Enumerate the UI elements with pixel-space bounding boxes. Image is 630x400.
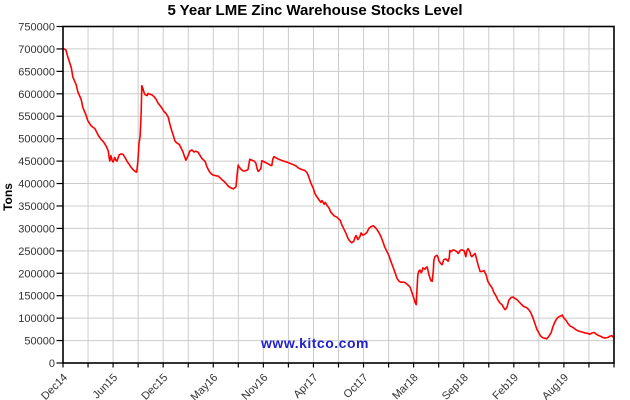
y-tick-label: 250000: [18, 246, 55, 258]
y-tick-label: 700000: [18, 44, 55, 56]
chart-title: 5 Year LME Zinc Warehouse Stocks Level: [167, 2, 463, 19]
y-axis-title: Tons: [1, 183, 15, 211]
x-tick-label: Mar18: [390, 372, 421, 400]
x-tick-label: Oct17: [341, 372, 370, 400]
plot-frame: [62, 25, 615, 364]
y-tick-label: 400000: [18, 179, 55, 191]
x-tick-label: Apr17: [291, 372, 320, 400]
y-tick-label: 750000: [18, 22, 55, 34]
x-tick-label: Dec15: [139, 372, 170, 400]
x-tick-label: Jun15: [91, 372, 121, 400]
x-tick-label: Dec14: [39, 372, 70, 400]
y-tick-label: 450000: [18, 156, 55, 168]
y-tick-label: 300000: [18, 223, 55, 235]
y-tick-label: 500000: [18, 134, 55, 146]
x-tick-label: Nov16: [240, 372, 271, 400]
y-tick-label: 100000: [18, 313, 55, 325]
y-tick-label: 150000: [18, 291, 55, 303]
y-tick-label: 550000: [18, 111, 55, 123]
x-tick-label: May16: [189, 372, 221, 400]
y-tick-label: 650000: [18, 66, 55, 78]
y-tick-label: 0: [49, 358, 55, 370]
kitco-watermark: www.kitco.com: [261, 335, 369, 351]
y-tick-label: 350000: [18, 201, 55, 213]
stocks-line-series: [63, 48, 615, 340]
y-tick-label: 50000: [24, 336, 55, 348]
y-tick-label: 200000: [18, 268, 55, 280]
x-tick-label: Sep18: [440, 372, 471, 400]
x-tick-label: Aug19: [540, 372, 571, 400]
y-tick-label: 600000: [18, 89, 55, 101]
x-tick-label: Feb19: [490, 372, 521, 400]
